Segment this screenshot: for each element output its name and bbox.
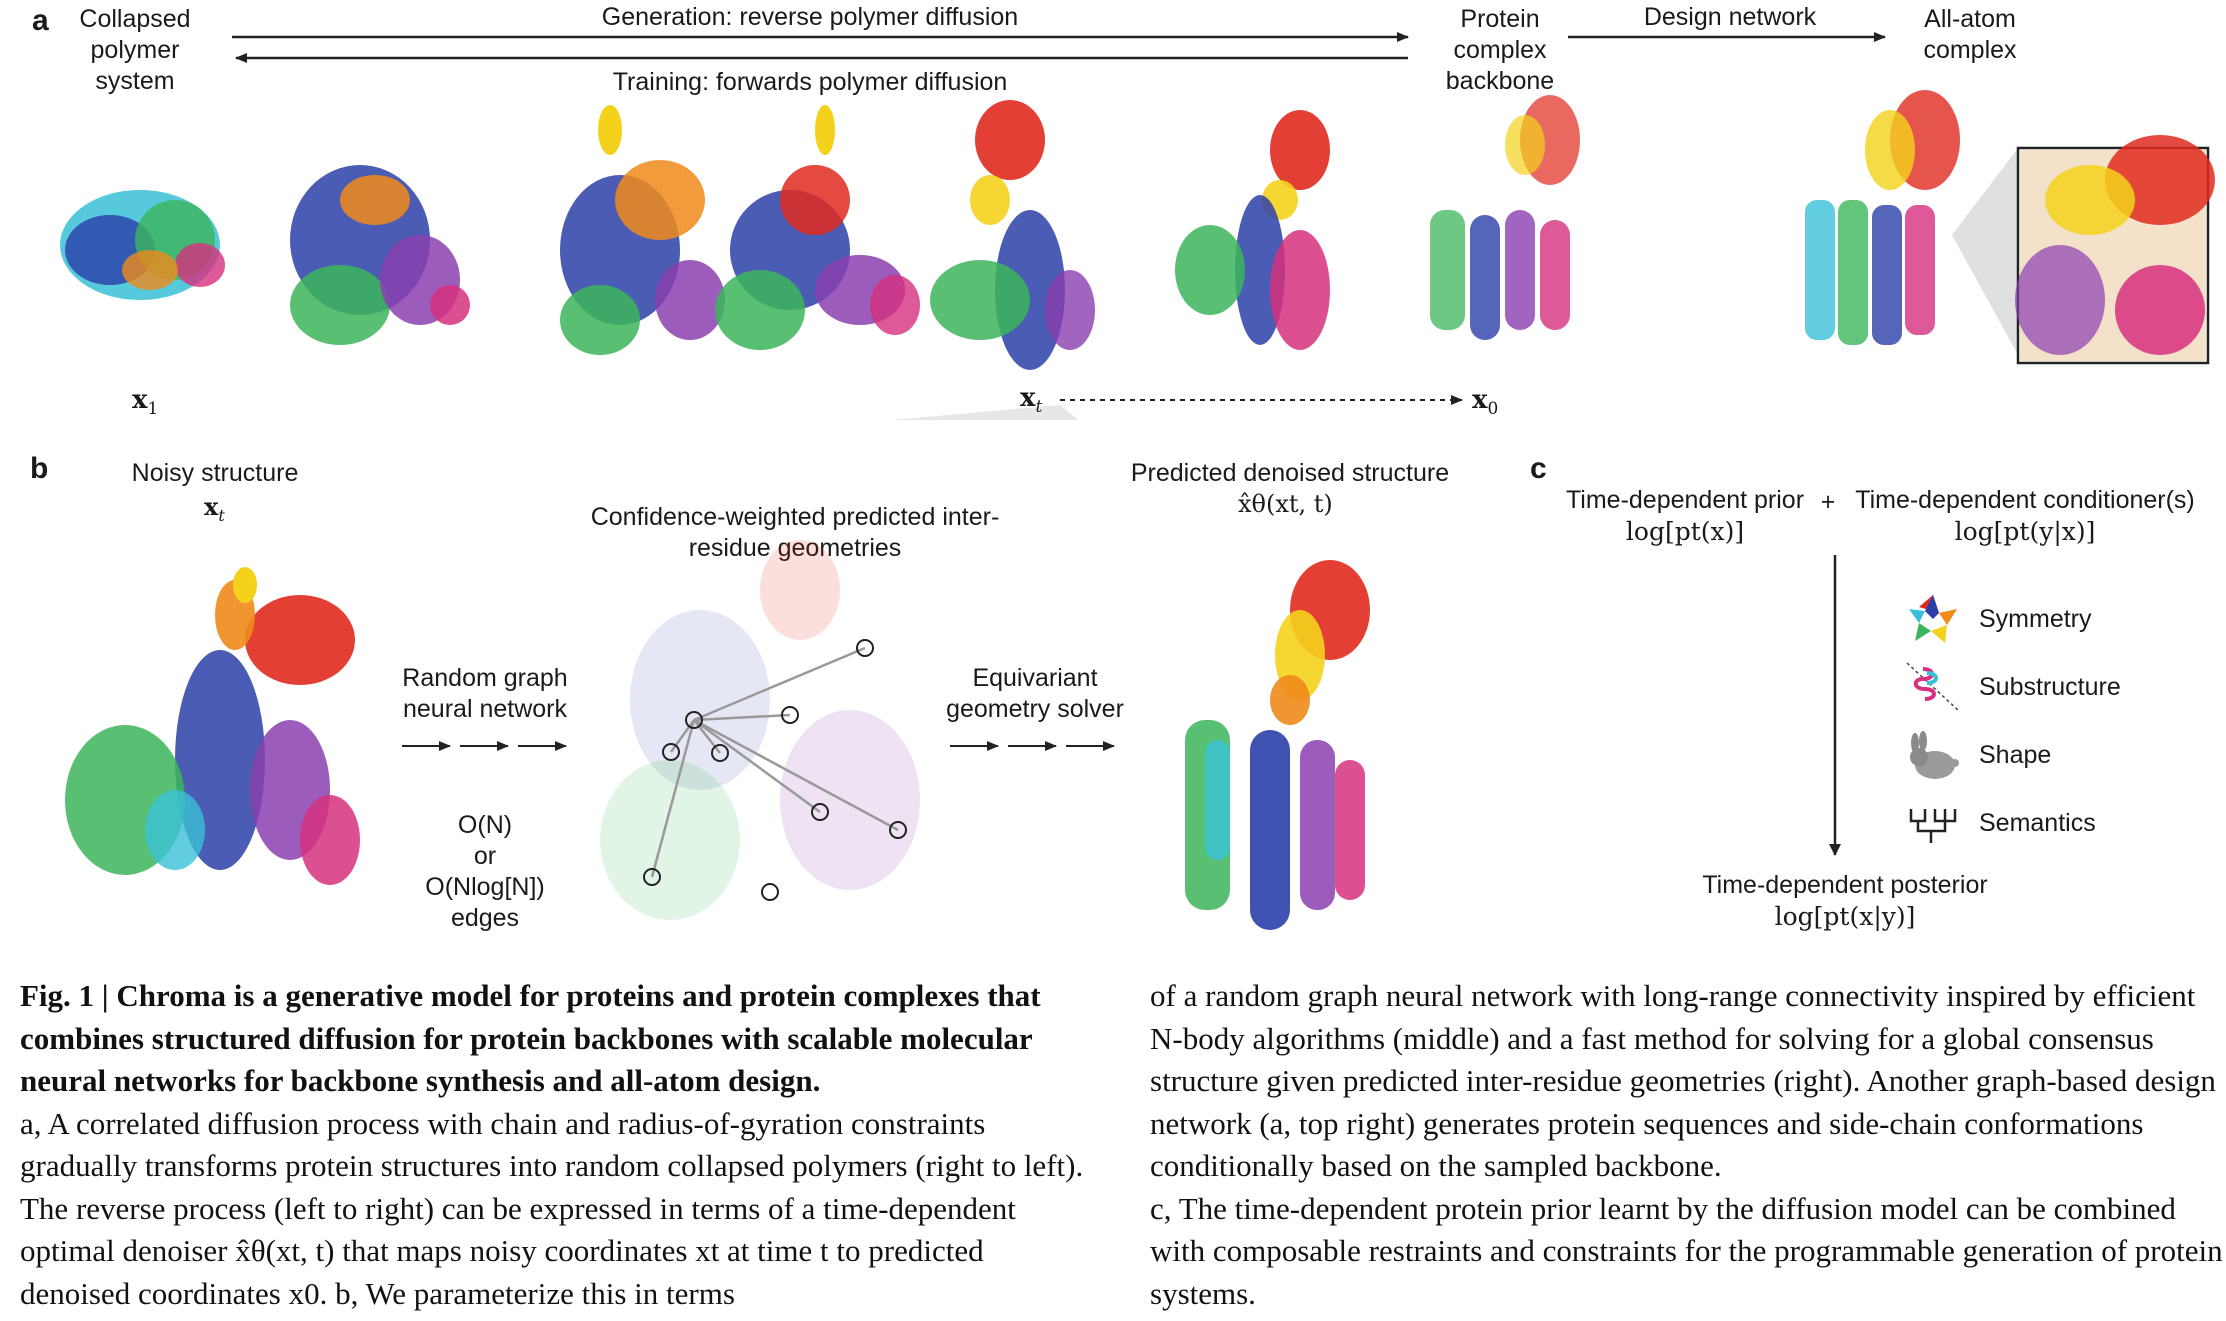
zoom-box <box>2016 146 2210 365</box>
structure-step-3 <box>560 105 725 355</box>
structure-all-atom <box>1805 90 1960 345</box>
symmetry-item: Symmetry <box>1905 585 2205 653</box>
predicted-formula: x̂θ(xt, t) <box>1238 490 1333 518</box>
conditioner-list: Symmetry Substructure Shape <box>1905 585 2205 857</box>
noisy-structure-label: Noisy structure <box>131 459 299 487</box>
panel-b-letter: b <box>30 452 49 485</box>
caption-left-column: Fig. 1 | Chroma is a generative model fo… <box>20 975 1100 1315</box>
xt-label: xt <box>1020 383 1043 418</box>
generation-label: Generation: reverse polymer diffusion <box>601 3 1019 31</box>
panel-b-graphics <box>65 540 1370 930</box>
substructure-icon <box>1906 662 1960 712</box>
collapsed-label: Collapsed polymer system <box>79 5 191 95</box>
prior-label: Time-dependent prior log[pt(x)] <box>1565 486 1805 546</box>
solver-label: Equivariant geometry solver <box>946 664 1124 723</box>
conditioner-label: Time-dependent conditioner(s) log[pt(y|x… <box>1855 486 2195 546</box>
panel-a-structures <box>60 90 2215 370</box>
predicted-label: Predicted denoised structure <box>1130 459 1450 487</box>
shape-label: Shape <box>1979 740 2052 769</box>
structure-xt <box>930 100 1095 370</box>
structure-step-2 <box>290 165 470 345</box>
noisy-structure-image <box>65 567 360 885</box>
structure-step-6 <box>1175 110 1330 350</box>
x0-label: x0 <box>1472 385 1499 420</box>
rgnn-label: Random graph neural network <box>402 664 568 723</box>
posterior-label: Time-dependent posterior log[pt(x|y)] <box>1702 871 1988 931</box>
noisy-structure-var: xt <box>204 492 225 525</box>
symmetry-icon <box>1909 595 1957 643</box>
shape-item: Shape <box>1905 721 2205 789</box>
plus-sign: + <box>1820 488 1836 516</box>
all-atom-zoom-detail <box>2015 135 2215 361</box>
bunny-shape-icon <box>1910 731 1959 779</box>
design-network-label: Design network <box>1643 3 1817 31</box>
substructure-item: Substructure <box>1905 653 2205 721</box>
backbone-label: Protein complex backbone <box>1445 5 1555 95</box>
confidence-label: Confidence-weighted predicted inter-resi… <box>590 503 1000 562</box>
semantics-label: Semantics <box>1979 808 2096 837</box>
training-label: Training: forwards polymer diffusion <box>612 68 1008 96</box>
structure-x0 <box>1430 95 1580 340</box>
caption-right-p1: of a random graph neural network with lo… <box>1150 978 2216 1183</box>
semantics-item: Semantics <box>1905 789 2205 857</box>
predicted-structure-image <box>1185 560 1370 930</box>
substructure-label: Substructure <box>1979 672 2121 701</box>
semantics-tree-icon <box>1909 809 1957 843</box>
zoom-cone <box>1952 148 2018 355</box>
caption-right-p2: c, The time-dependent protein prior lear… <box>1150 1190 2223 1311</box>
inter-residue-graph <box>600 540 920 920</box>
caption-title: Fig. 1 | Chroma is a generative model fo… <box>20 978 1041 1098</box>
structure-step-4 <box>715 105 920 350</box>
panel-a-letter: a <box>32 4 49 37</box>
x1-label: x1 <box>132 385 159 420</box>
complexity-label: O(N) or O(Nlog[N]) edges <box>425 811 545 932</box>
panel-a-arrows <box>232 32 2210 420</box>
panel-c-letter: c <box>1530 452 1547 485</box>
panel-c-arrow <box>1829 555 1841 856</box>
caption-right-column: of a random graph neural network with lo… <box>1150 975 2226 1315</box>
structure-x1 <box>60 190 225 300</box>
symmetry-label: Symmetry <box>1979 604 2092 633</box>
all-atom-label: All-atom complex <box>1923 5 2017 64</box>
panel-b-cone <box>891 405 1079 420</box>
caption-left-body: a, A correlated diffusion process with c… <box>20 1105 1084 1311</box>
